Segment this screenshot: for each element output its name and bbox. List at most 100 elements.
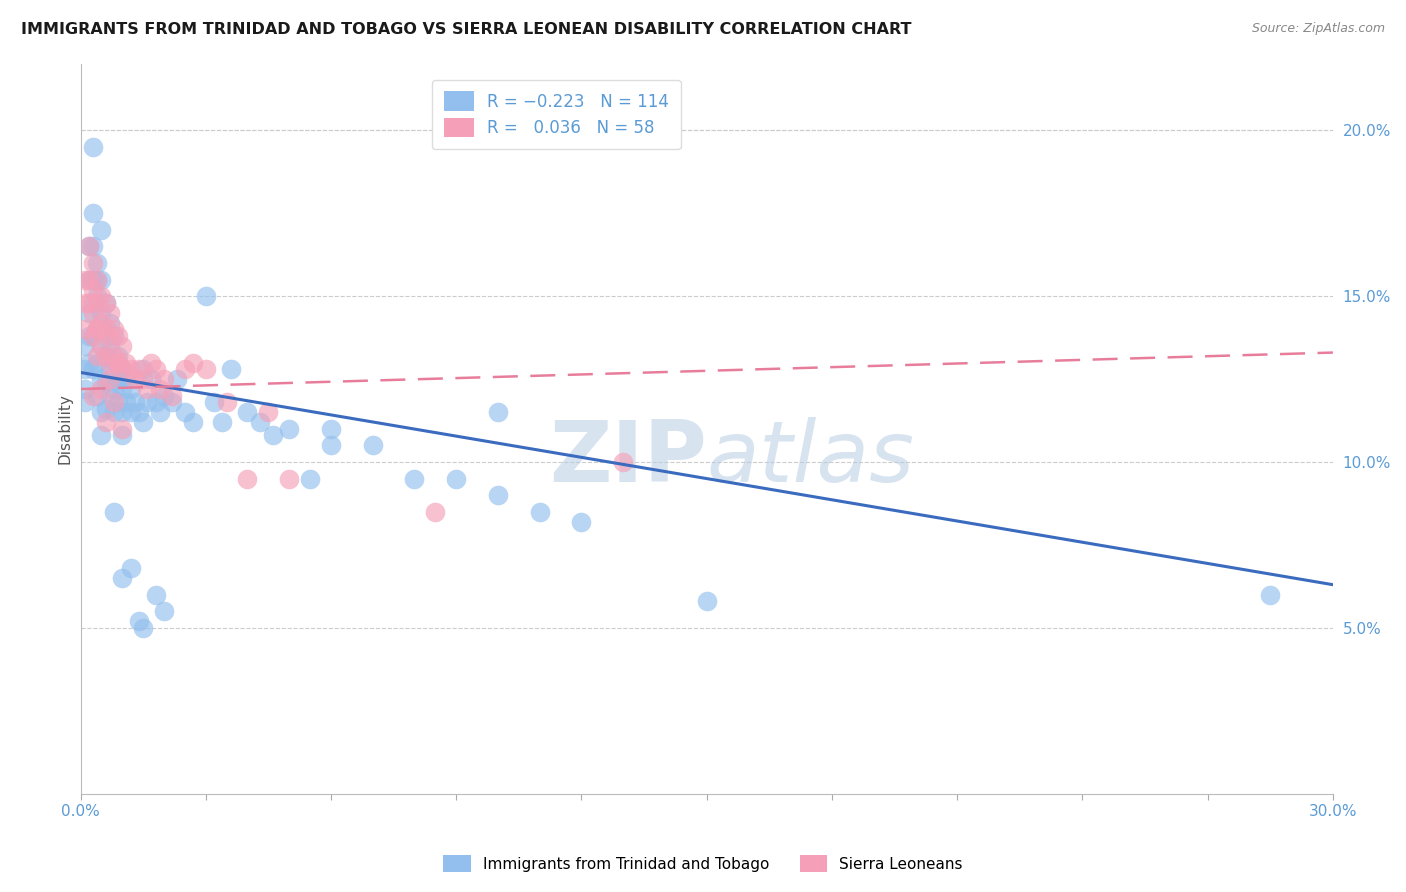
Point (132, 415, 155, 429)
Point (257, 405, 280, 419)
Point (77, 295, 100, 310)
Point (94, 349, 117, 363)
Point (103, 329, 125, 343)
Point (111, 382, 134, 396)
Point (73, 272, 96, 286)
Point (166, 372, 188, 386)
Point (107, 355, 129, 369)
Point (111, 422, 134, 436)
Point (107, 355, 129, 369)
Point (94, 322, 117, 336)
Point (103, 322, 125, 336)
Point (361, 438, 384, 452)
Point (249, 415, 271, 429)
Point (82, 272, 104, 286)
Point (111, 362, 134, 376)
Point (90, 289, 112, 303)
Point (86, 272, 108, 286)
Point (128, 362, 150, 376)
Point (94, 322, 117, 336)
Point (1258, 588, 1281, 602)
Point (98, 306, 121, 320)
Point (94, 401, 117, 416)
Point (82, 239, 104, 253)
Point (404, 472, 426, 486)
Text: ZIP: ZIP (548, 417, 707, 500)
Point (319, 438, 342, 452)
Point (103, 395, 125, 409)
Point (149, 405, 172, 419)
Point (103, 355, 125, 369)
Point (98, 355, 121, 369)
Point (128, 614, 150, 628)
Point (124, 372, 146, 386)
Point (141, 372, 163, 386)
Point (73, 295, 96, 310)
Point (82, 256, 104, 270)
Point (82, 206, 104, 220)
Point (278, 472, 301, 486)
Point (236, 405, 259, 419)
Point (94, 349, 117, 363)
Point (86, 295, 108, 310)
Point (86, 289, 108, 303)
Point (141, 355, 163, 369)
Point (278, 422, 301, 436)
Point (90, 223, 112, 237)
Point (98, 339, 121, 353)
Point (124, 395, 146, 409)
Point (111, 339, 134, 353)
Point (73, 395, 96, 409)
Point (571, 515, 593, 529)
Point (696, 594, 718, 608)
Point (73, 362, 96, 376)
Point (86, 322, 108, 336)
Point (86, 355, 108, 369)
Point (73, 382, 96, 396)
Point (149, 382, 172, 396)
Point (211, 415, 233, 429)
Point (444, 472, 467, 486)
Point (94, 295, 117, 310)
Point (132, 362, 155, 376)
Y-axis label: Disability: Disability (58, 393, 72, 464)
Point (107, 329, 129, 343)
Point (153, 604, 176, 618)
Point (94, 415, 117, 429)
Text: Source: ZipAtlas.com: Source: ZipAtlas.com (1251, 22, 1385, 36)
Point (153, 389, 176, 403)
Point (82, 389, 104, 403)
Point (236, 472, 259, 486)
Point (145, 362, 167, 376)
Point (90, 339, 112, 353)
Point (262, 428, 284, 442)
Point (86, 256, 108, 270)
Point (94, 295, 117, 310)
Text: IMMIGRANTS FROM TRINIDAD AND TOBAGO VS SIERRA LEONEAN DISABILITY CORRELATION CHA: IMMIGRANTS FROM TRINIDAD AND TOBAGO VS S… (21, 22, 911, 37)
Point (299, 472, 322, 486)
Point (98, 316, 121, 330)
Point (529, 505, 551, 519)
Point (202, 395, 225, 409)
Point (120, 362, 142, 376)
Point (90, 339, 112, 353)
Point (103, 349, 125, 363)
Point (90, 382, 112, 396)
Point (115, 372, 138, 386)
Point (319, 422, 342, 436)
Point (77, 329, 100, 343)
Point (136, 395, 159, 409)
Point (145, 395, 167, 409)
Point (98, 329, 121, 343)
Point (132, 372, 155, 386)
Point (194, 362, 217, 376)
Point (90, 272, 112, 286)
Point (181, 415, 204, 429)
Point (86, 349, 108, 363)
Text: atlas: atlas (707, 417, 915, 500)
Point (173, 405, 195, 419)
Point (86, 272, 108, 286)
Point (215, 395, 238, 409)
Point (82, 362, 104, 376)
Point (107, 395, 129, 409)
